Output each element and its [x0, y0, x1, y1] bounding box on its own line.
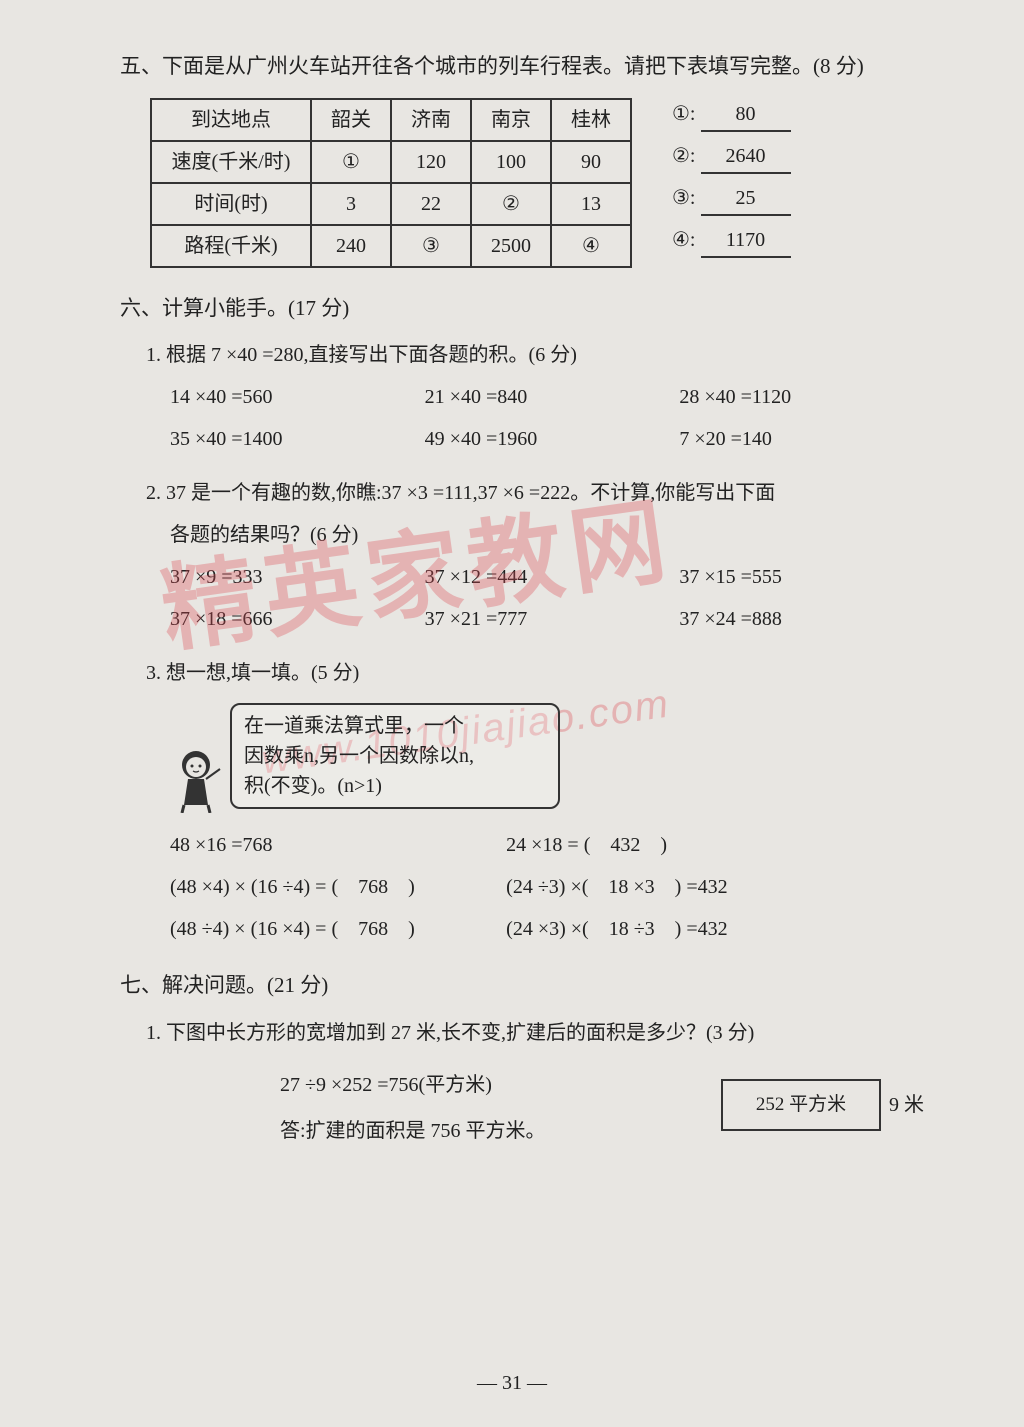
math-expr: 37 ×18 =666: [170, 603, 425, 635]
math-expr: 37 ×21 =777: [425, 603, 680, 635]
cell: 120: [391, 141, 471, 183]
cell: ③: [391, 225, 471, 267]
cell: 济南: [391, 99, 471, 141]
q2-prompt-a: 2. 37 是一个有趣的数,你瞧:37 ×3 =111,37 ×6 =222。不…: [146, 477, 934, 509]
math-expr: 28 ×40 =1120: [679, 381, 934, 413]
cell: 桂林: [551, 99, 631, 141]
table-row: 速度(千米/时) ① 120 100 90: [151, 141, 631, 183]
rect-side-label: 9 米: [889, 1089, 924, 1121]
math-expr: 48 ×16 =768: [170, 829, 506, 861]
bubble-line: 因数乘n,另一个因数除以n,: [244, 741, 546, 771]
cell: 22: [391, 183, 471, 225]
section7-title: 七、解决问题。(21 分): [120, 969, 934, 1003]
girl-icon: [170, 743, 222, 813]
answer-line: 答:扩建的面积是 756 平方米。: [280, 1115, 701, 1147]
math-expr: 37 ×12 =444: [425, 561, 680, 593]
answers-list: ①: 80 ②: 2640 ③: 25 ④: 1170: [672, 98, 791, 266]
answer-label: ④:: [672, 229, 696, 251]
cell: 2500: [471, 225, 551, 267]
rectangle-shape: 252 平方米: [721, 1079, 881, 1131]
table-row: 到达地点 韶关 济南 南京 桂林: [151, 99, 631, 141]
cell: ①: [311, 141, 391, 183]
math-expr: 35 ×40 =1400: [170, 423, 425, 455]
bubble-line: 积(不变)。(n>1): [244, 771, 546, 801]
cell: 南京: [471, 99, 551, 141]
rect-area-label: 252 平方米: [756, 1090, 846, 1120]
table-row: 时间(时) 3 22 ② 13: [151, 183, 631, 225]
train-table: 到达地点 韶关 济南 南京 桂林 速度(千米/时) ① 120 100 90 时…: [150, 98, 632, 268]
q1-prompt: 1. 根据 7 ×40 =280,直接写出下面各题的积。(6 分): [146, 339, 934, 371]
answer-value: 1170: [701, 224, 791, 258]
cell: ④: [551, 225, 631, 267]
answer-value: 25: [701, 182, 791, 216]
cell: ②: [471, 183, 551, 225]
section6-title: 六、计算小能手。(17 分): [120, 292, 934, 326]
cell: 3: [311, 183, 391, 225]
cell: 时间(时): [151, 183, 311, 225]
math-expr: (24 ÷3) ×( 18 ×3 ) =432: [506, 871, 934, 903]
cell: 速度(千米/时): [151, 141, 311, 183]
q2-prompt-b: 各题的结果吗？(6 分): [170, 519, 934, 551]
calc-line: 27 ÷9 ×252 =756(平方米): [280, 1069, 701, 1101]
answer-label: ②:: [672, 145, 696, 167]
math-expr: (48 ×4) × (16 ÷4) = ( 768 ): [170, 871, 506, 903]
answer-value: 80: [701, 98, 791, 132]
math-expr: 37 ×24 =888: [679, 603, 934, 635]
page-number: — 31 —: [0, 1367, 1024, 1399]
table-row: 路程(千米) 240 ③ 2500 ④: [151, 225, 631, 267]
math-expr: 37 ×15 =555: [679, 561, 934, 593]
math-expr: (48 ÷4) × (16 ×4) = ( 768 ): [170, 913, 506, 945]
section5-title: 五、下面是从广州火车站开往各个城市的列车行程表。请把下表填写完整。(8 分): [120, 50, 934, 84]
math-expr: 37 ×9 =333: [170, 561, 425, 593]
math-expr: 49 ×40 =1960: [425, 423, 680, 455]
answer-label: ①:: [672, 103, 696, 125]
cell: 路程(千米): [151, 225, 311, 267]
cell: 240: [311, 225, 391, 267]
q7-1-prompt: 1. 下图中长方形的宽增加到 27 米,长不变,扩建后的面积是多少？(3 分): [146, 1017, 934, 1049]
math-expr: 24 ×18 = ( 432 ): [506, 829, 934, 861]
math-expr: 7 ×20 =140: [679, 423, 934, 455]
cell: 90: [551, 141, 631, 183]
speech-bubble: 在一道乘法算式里，一个 因数乘n,另一个因数除以n, 积(不变)。(n>1): [230, 703, 560, 809]
answer-label: ③:: [672, 187, 696, 209]
math-expr: (24 ×3) ×( 18 ÷3 ) =432: [506, 913, 934, 945]
math-expr: 14 ×40 =560: [170, 381, 425, 413]
answer-value: 2640: [701, 140, 791, 174]
cell: 到达地点: [151, 99, 311, 141]
cell: 100: [471, 141, 551, 183]
cell: 韶关: [311, 99, 391, 141]
bubble-line: 在一道乘法算式里，一个: [244, 711, 546, 741]
q3-prompt: 3. 想一想,填一填。(5 分): [146, 657, 934, 689]
cell: 13: [551, 183, 631, 225]
math-expr: 21 ×40 =840: [425, 381, 680, 413]
